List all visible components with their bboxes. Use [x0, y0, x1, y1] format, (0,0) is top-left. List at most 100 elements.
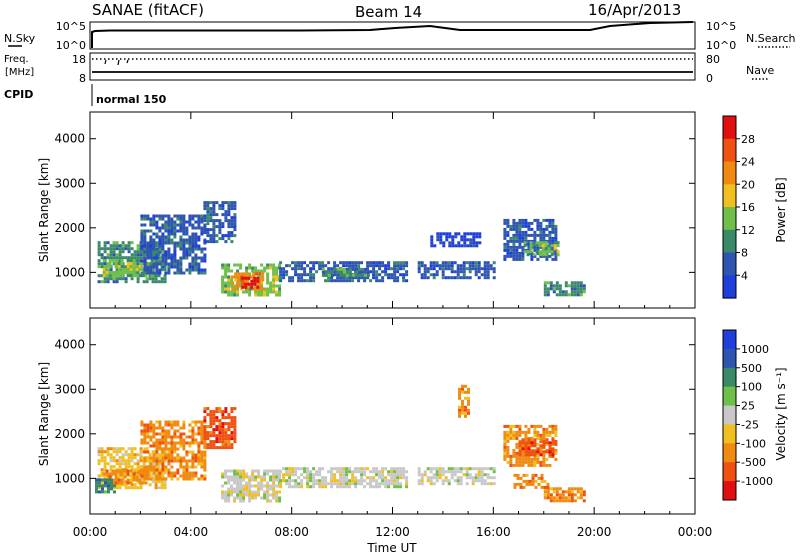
velocity-cell [170, 444, 174, 448]
power-cell [200, 217, 204, 221]
power-cell [486, 270, 490, 274]
velocity-cell [130, 471, 134, 475]
velocity-cell [98, 490, 101, 494]
velocity-cell [97, 459, 101, 463]
power-cell [132, 271, 136, 274]
power-cell [115, 241, 119, 245]
power-cell [170, 232, 174, 236]
velocity-cell [197, 441, 201, 445]
power-cell [512, 251, 516, 255]
power-cell [524, 221, 528, 225]
velocity-cell [518, 460, 522, 464]
power-cell [106, 280, 110, 284]
velocity-cell [127, 453, 131, 457]
velocity-cell [230, 410, 234, 414]
power-cell [170, 241, 174, 245]
power-cell [160, 280, 164, 284]
power-cell [518, 233, 522, 237]
velocity-cell [139, 453, 143, 457]
velocity-cell [477, 467, 481, 471]
power-cell [462, 270, 466, 274]
power-cell [324, 273, 328, 277]
velocity-cell [339, 479, 343, 483]
velocity-cell [461, 384, 464, 388]
velocity-cell [218, 419, 222, 423]
velocity-cell [109, 459, 113, 463]
power-cell [108, 265, 112, 268]
velocity-cell [393, 467, 397, 471]
power-cell [234, 272, 238, 276]
power-cell [188, 214, 192, 218]
power-cell [536, 221, 540, 225]
power-cell [158, 244, 162, 248]
velocity-cell [266, 472, 270, 476]
power-cell [269, 290, 273, 294]
power-cell [250, 285, 254, 289]
power-cell [194, 268, 198, 272]
velocity-cell [115, 462, 119, 466]
velocity-cell [540, 473, 544, 477]
power-cell [120, 262, 124, 265]
velocity-cell [143, 459, 147, 463]
velocity-cell [197, 447, 201, 451]
velocity-cell [155, 462, 159, 466]
velocity-cell [215, 437, 219, 441]
velocity-cell [206, 434, 210, 438]
power-cell [152, 244, 156, 248]
power-cell [556, 250, 560, 254]
velocity-cell [179, 459, 183, 463]
velocity-cell [221, 440, 225, 444]
power-cell [515, 230, 519, 234]
velocity-cell [396, 467, 400, 471]
power-cell [206, 210, 210, 214]
power-colorbar-tick-label: 16 [741, 201, 755, 214]
power-cell [318, 264, 322, 268]
power-cell [121, 244, 125, 248]
power-cell [506, 239, 510, 243]
velocity-cell [551, 442, 555, 446]
velocity-cell [103, 450, 107, 454]
power-cell [203, 214, 207, 218]
velocity-cell [233, 490, 237, 494]
velocity-cell [148, 453, 152, 457]
velocity-cell [97, 486, 101, 490]
velocity-cell [206, 431, 210, 435]
power-cell [136, 280, 140, 284]
velocity-cell [357, 470, 361, 474]
power-cell [230, 216, 234, 220]
power-cell [135, 259, 139, 262]
velocity-cell [101, 490, 104, 494]
velocity-cell [527, 427, 531, 431]
power-cell [548, 221, 552, 225]
velocity-cell [272, 490, 276, 494]
power-cell [453, 270, 457, 274]
power-cell [121, 277, 125, 281]
power-cell [133, 253, 137, 257]
power-cell [472, 235, 476, 239]
power-cell [477, 267, 481, 271]
power-data [97, 201, 586, 297]
power-cell [200, 220, 204, 224]
velocity-cell [384, 482, 388, 486]
power-cell [164, 223, 168, 227]
velocity-cell [176, 471, 180, 475]
velocity-cell [506, 436, 510, 440]
power-cell [237, 272, 241, 276]
velocity-cell [456, 470, 460, 474]
velocity-cell [503, 433, 507, 437]
power-cell [150, 259, 154, 262]
velocity-colorbar-tick-label: -500 [741, 456, 766, 469]
velocity-cell [539, 444, 543, 448]
power-cell [363, 267, 367, 271]
velocity-cell [143, 438, 147, 442]
power-cell [155, 226, 159, 230]
power-cell [209, 228, 213, 232]
velocity-cell [173, 459, 177, 463]
power-cell [170, 256, 174, 260]
velocity-cell [402, 470, 406, 474]
power-cell [260, 269, 264, 273]
velocity-cell [239, 472, 243, 476]
power-cell [512, 245, 516, 249]
velocity-cell [242, 493, 246, 497]
velocity-cell [218, 407, 222, 411]
